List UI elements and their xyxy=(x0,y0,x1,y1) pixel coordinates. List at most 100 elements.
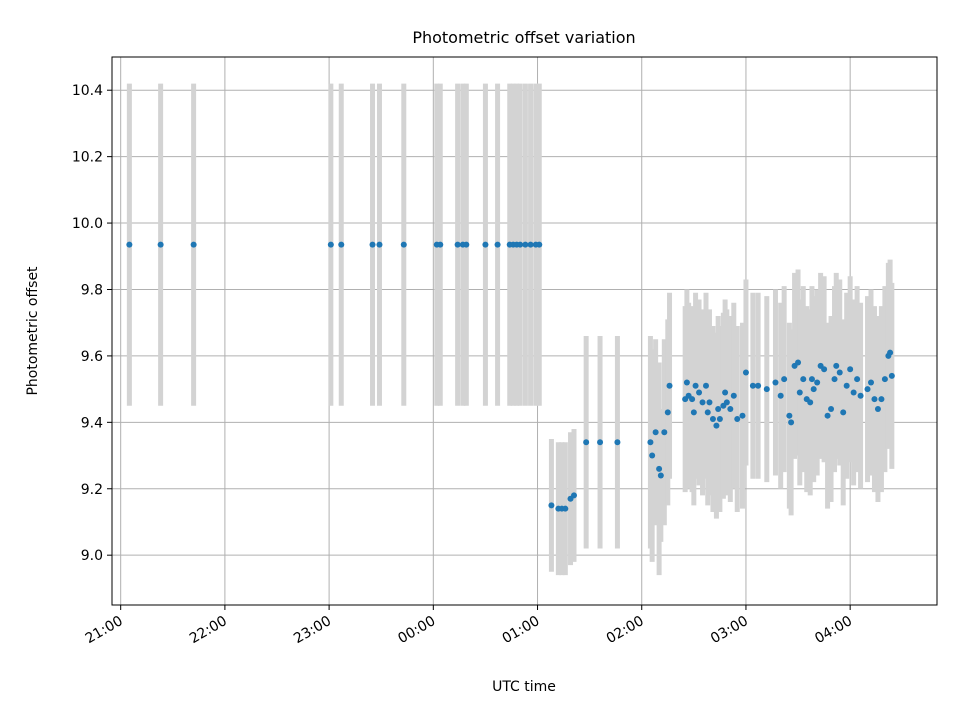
data-point xyxy=(808,376,815,383)
data-point xyxy=(887,349,894,356)
data-point xyxy=(652,429,659,436)
data-point xyxy=(864,386,871,393)
data-point xyxy=(709,416,716,423)
plot-frame xyxy=(111,56,938,606)
data-point xyxy=(689,396,696,403)
data-point xyxy=(692,382,699,389)
data-point xyxy=(850,389,857,396)
data-point xyxy=(831,376,838,383)
data-point xyxy=(536,241,543,248)
data-point xyxy=(527,241,534,248)
data-point xyxy=(517,241,524,248)
data-point xyxy=(656,465,663,472)
data-point xyxy=(716,416,723,423)
data-point xyxy=(376,241,383,248)
chart-title: Photometric offset variation xyxy=(412,28,635,47)
data-point xyxy=(772,379,779,386)
data-point xyxy=(706,399,713,406)
data-point xyxy=(881,376,888,383)
data-point xyxy=(657,472,664,479)
data-point xyxy=(874,406,881,413)
data-point xyxy=(824,412,831,419)
data-point xyxy=(755,382,762,389)
data-point xyxy=(871,396,878,403)
data-point xyxy=(749,382,756,389)
data-point xyxy=(857,392,864,399)
data-point xyxy=(562,505,569,512)
data-point xyxy=(597,439,604,446)
data-point xyxy=(482,241,489,248)
data-point xyxy=(437,241,444,248)
data-point xyxy=(400,241,407,248)
data-point xyxy=(666,382,673,389)
data-point xyxy=(810,386,817,393)
data-point xyxy=(696,389,703,396)
data-point xyxy=(727,406,734,413)
data-point xyxy=(888,372,895,379)
data-point xyxy=(739,412,746,419)
data-point xyxy=(722,389,729,396)
data-point xyxy=(807,399,814,406)
data-point xyxy=(649,452,656,459)
data-point xyxy=(713,422,720,429)
data-point xyxy=(734,416,741,423)
data-point xyxy=(327,241,334,248)
data-point xyxy=(522,241,529,248)
data-point xyxy=(647,439,654,446)
data-point xyxy=(781,376,788,383)
y-tick-label: 9.6 xyxy=(81,349,103,365)
data-point xyxy=(843,382,850,389)
data-points xyxy=(126,241,895,512)
data-point xyxy=(800,376,807,383)
x-axis-label: UTC time xyxy=(492,679,556,695)
data-point xyxy=(833,362,840,369)
data-point xyxy=(683,379,690,386)
data-point xyxy=(571,492,577,499)
data-point xyxy=(548,502,555,509)
data-point xyxy=(614,439,621,446)
data-point xyxy=(583,439,590,446)
y-tick-label: 10.4 xyxy=(72,83,103,99)
y-axis: 9.0 9.2 9.4 9.6 9.8 10.0 10.2 10.4 xyxy=(72,83,112,564)
y-tick-label: 9.0 xyxy=(81,548,103,564)
data-point xyxy=(821,366,828,373)
data-point xyxy=(847,366,854,373)
data-point xyxy=(661,429,668,436)
data-point xyxy=(796,389,803,396)
data-point xyxy=(190,241,197,248)
y-axis-label: Photometric offset xyxy=(25,266,41,396)
y-tick-label: 9.8 xyxy=(81,282,103,298)
y-tick-label: 9.2 xyxy=(81,482,103,498)
y-tick-label: 10.0 xyxy=(72,216,103,232)
data-point xyxy=(742,369,749,376)
data-point xyxy=(704,409,711,416)
data-point xyxy=(699,399,706,406)
data-point xyxy=(157,241,164,248)
data-point xyxy=(690,409,697,416)
data-point xyxy=(868,379,874,386)
data-point xyxy=(369,241,376,248)
data-point xyxy=(786,412,793,419)
data-point xyxy=(878,396,885,403)
data-point xyxy=(454,241,461,248)
data-point xyxy=(840,409,847,416)
data-point xyxy=(126,241,133,248)
data-point xyxy=(854,376,861,383)
data-point xyxy=(664,409,671,416)
data-point xyxy=(723,399,730,406)
data-point xyxy=(730,392,737,399)
data-point xyxy=(703,382,709,389)
data-point xyxy=(494,241,501,248)
y-tick-label: 9.4 xyxy=(81,415,103,431)
data-point xyxy=(836,369,843,376)
data-point xyxy=(715,406,722,413)
data-point xyxy=(795,359,802,366)
data-point xyxy=(463,241,470,248)
data-point xyxy=(814,379,821,386)
data-point xyxy=(777,392,784,399)
data-point xyxy=(828,406,835,413)
y-tick-label: 10.2 xyxy=(72,150,103,166)
data-point xyxy=(763,386,770,393)
data-point xyxy=(788,419,795,426)
